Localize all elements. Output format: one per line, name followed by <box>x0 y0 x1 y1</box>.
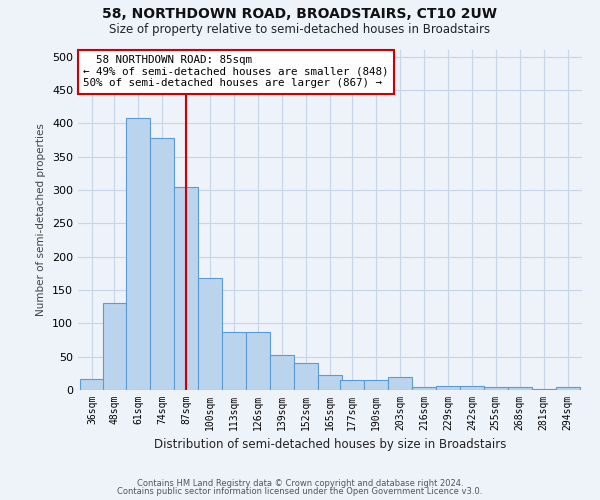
Bar <box>508 386 532 390</box>
Bar <box>388 376 412 390</box>
Bar <box>460 386 484 390</box>
Bar <box>175 186 198 390</box>
Text: Contains HM Land Registry data © Crown copyright and database right 2024.: Contains HM Land Registry data © Crown c… <box>137 478 463 488</box>
Bar <box>294 362 318 390</box>
Bar <box>340 380 364 390</box>
X-axis label: Distribution of semi-detached houses by size in Broadstairs: Distribution of semi-detached houses by … <box>154 438 506 452</box>
Bar <box>364 380 388 390</box>
Bar <box>246 332 270 390</box>
Bar <box>103 304 127 390</box>
Bar <box>80 378 104 390</box>
Bar <box>532 388 556 390</box>
Text: 58 NORTHDOWN ROAD: 85sqm
← 49% of semi-detached houses are smaller (848)
50% of : 58 NORTHDOWN ROAD: 85sqm ← 49% of semi-d… <box>83 55 389 88</box>
Y-axis label: Number of semi-detached properties: Number of semi-detached properties <box>37 124 46 316</box>
Bar <box>436 386 460 390</box>
Bar <box>270 356 294 390</box>
Bar <box>222 332 246 390</box>
Text: 58, NORTHDOWN ROAD, BROADSTAIRS, CT10 2UW: 58, NORTHDOWN ROAD, BROADSTAIRS, CT10 2U… <box>103 8 497 22</box>
Bar <box>127 118 151 390</box>
Bar <box>556 386 580 390</box>
Bar <box>318 374 342 390</box>
Bar <box>151 138 175 390</box>
Bar <box>484 386 508 390</box>
Bar <box>198 278 222 390</box>
Bar <box>412 386 436 390</box>
Text: Size of property relative to semi-detached houses in Broadstairs: Size of property relative to semi-detach… <box>109 22 491 36</box>
Text: Contains public sector information licensed under the Open Government Licence v3: Contains public sector information licen… <box>118 487 482 496</box>
